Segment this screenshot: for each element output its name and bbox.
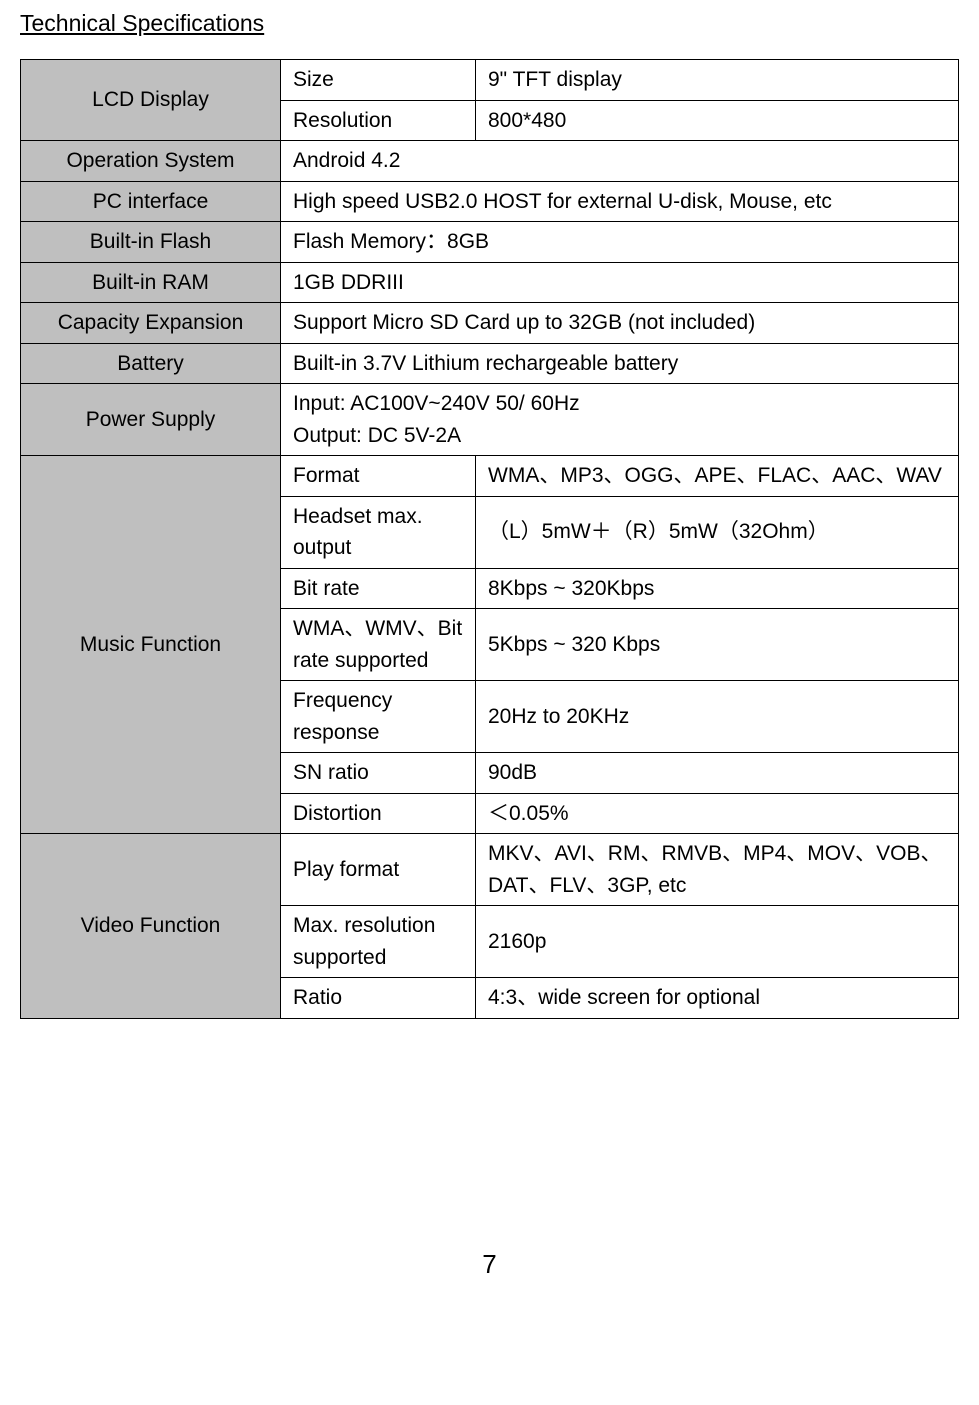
spec-sublabel: Resolution [281, 100, 476, 141]
table-row: Power Supply Input: AC100V~240V 50/ 60Hz… [21, 384, 959, 456]
table-row: Operation System Android 4.2 [21, 141, 959, 182]
row-header-os: Operation System [21, 141, 281, 182]
spec-value: Support Micro SD Card up to 32GB (not in… [281, 303, 959, 344]
spec-sublabel: Distortion [281, 793, 476, 834]
spec-value: 20Hz to 20KHz [476, 681, 959, 753]
row-header-video: Video Function [21, 834, 281, 1019]
spec-sublabel: Size [281, 60, 476, 101]
row-header-music: Music Function [21, 456, 281, 834]
table-row: Video Function Play format MKV、AVI、RM、RM… [21, 834, 959, 906]
row-header-pc: PC interface [21, 181, 281, 222]
spec-sublabel: Play format [281, 834, 476, 906]
spec-value: WMA、MP3、OGG、APE、FLAC、AAC、WAV [476, 456, 959, 497]
spec-sublabel: Max. resolution supported [281, 906, 476, 978]
spec-value-line: Input: AC100V~240V 50/ 60Hz [293, 392, 580, 415]
spec-sublabel: WMA、WMV、Bit rate supported [281, 609, 476, 681]
spec-sublabel: Ratio [281, 978, 476, 1019]
spec-value: （L）5mW＋（R）5mW（32Ohm） [476, 496, 959, 568]
spec-value: 800*480 [476, 100, 959, 141]
spec-sublabel: Headset max. output [281, 496, 476, 568]
spec-value: MKV、AVI、RM、RMVB、MP4、MOV、VOB、DAT、FLV、3GP,… [476, 834, 959, 906]
spec-value: Android 4.2 [281, 141, 959, 182]
table-row: LCD Display Size 9" TFT display [21, 60, 959, 101]
spec-value: 1GB DDRIII [281, 262, 959, 303]
row-header-ram: Built-in RAM [21, 262, 281, 303]
table-row: Battery Built-in 3.7V Lithium rechargeab… [21, 343, 959, 384]
specifications-table: LCD Display Size 9" TFT display Resoluti… [20, 59, 959, 1019]
table-row: PC interface High speed USB2.0 HOST for … [21, 181, 959, 222]
table-row: Built-in Flash Flash Memory：8GB [21, 222, 959, 263]
spec-value: High speed USB2.0 HOST for external U-di… [281, 181, 959, 222]
spec-value: Input: AC100V~240V 50/ 60Hz Output: DC 5… [281, 384, 959, 456]
spec-value: Built-in 3.7V Lithium rechargeable batte… [281, 343, 959, 384]
table-row: Capacity Expansion Support Micro SD Card… [21, 303, 959, 344]
page-title: Technical Specifications [20, 10, 959, 37]
table-row: Music Function Format WMA、MP3、OGG、APE、FL… [21, 456, 959, 497]
row-header-flash: Built-in Flash [21, 222, 281, 263]
row-header-battery: Battery [21, 343, 281, 384]
spec-sublabel: Bit rate [281, 568, 476, 609]
spec-value: 90dB [476, 753, 959, 794]
spec-sublabel: Frequency response [281, 681, 476, 753]
spec-value: 5Kbps ~ 320 Kbps [476, 609, 959, 681]
spec-value: 2160p [476, 906, 959, 978]
table-row: Built-in RAM 1GB DDRIII [21, 262, 959, 303]
row-header-lcd: LCD Display [21, 60, 281, 141]
spec-value: 8Kbps ~ 320Kbps [476, 568, 959, 609]
spec-value-line: Output: DC 5V-2A [293, 424, 461, 447]
row-header-capacity: Capacity Expansion [21, 303, 281, 344]
spec-sublabel: SN ratio [281, 753, 476, 794]
spec-value: 4:3、wide screen for optional [476, 978, 959, 1019]
spec-sublabel: Format [281, 456, 476, 497]
row-header-power: Power Supply [21, 384, 281, 456]
page-number: 7 [20, 1249, 959, 1280]
spec-value: 9" TFT display [476, 60, 959, 101]
spec-value: Flash Memory：8GB [281, 222, 959, 263]
spec-value: ＜0.05% [476, 793, 959, 834]
